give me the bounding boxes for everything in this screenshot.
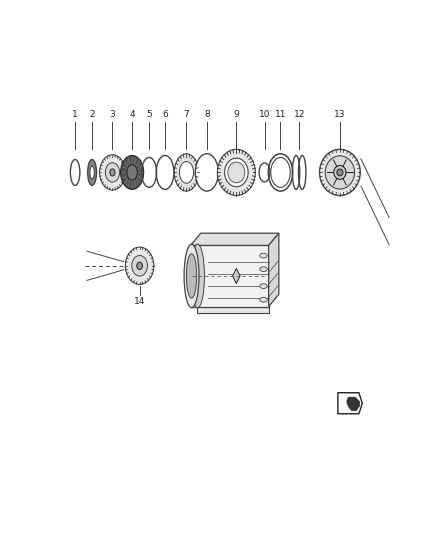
- Ellipse shape: [90, 166, 94, 179]
- Text: 7: 7: [184, 110, 189, 119]
- Ellipse shape: [180, 161, 194, 183]
- Ellipse shape: [132, 255, 148, 276]
- Ellipse shape: [184, 244, 199, 308]
- Text: 10: 10: [259, 110, 270, 119]
- Text: 11: 11: [275, 110, 286, 119]
- Polygon shape: [338, 393, 362, 414]
- Ellipse shape: [225, 158, 248, 187]
- Ellipse shape: [260, 284, 267, 288]
- Text: 13: 13: [334, 110, 346, 119]
- Ellipse shape: [334, 166, 346, 179]
- Text: 1: 1: [72, 110, 78, 119]
- Ellipse shape: [260, 267, 267, 271]
- Text: 9: 9: [233, 110, 239, 119]
- Ellipse shape: [319, 149, 360, 196]
- Text: 4: 4: [129, 110, 135, 119]
- Ellipse shape: [120, 156, 144, 189]
- Ellipse shape: [191, 244, 205, 308]
- Ellipse shape: [187, 254, 197, 298]
- Ellipse shape: [99, 155, 125, 190]
- Ellipse shape: [228, 162, 245, 183]
- Ellipse shape: [325, 156, 354, 189]
- Ellipse shape: [106, 163, 120, 182]
- Polygon shape: [346, 397, 360, 411]
- Ellipse shape: [110, 169, 115, 176]
- Text: 14: 14: [134, 297, 145, 306]
- Text: 5: 5: [146, 110, 152, 119]
- Ellipse shape: [337, 169, 343, 176]
- Text: 6: 6: [162, 110, 168, 119]
- Text: 8: 8: [204, 110, 210, 119]
- Polygon shape: [197, 306, 268, 313]
- Polygon shape: [233, 269, 240, 284]
- Polygon shape: [191, 233, 279, 245]
- Text: 2: 2: [89, 110, 95, 119]
- Ellipse shape: [260, 253, 267, 258]
- Ellipse shape: [137, 262, 142, 270]
- Ellipse shape: [217, 149, 255, 196]
- Ellipse shape: [174, 154, 199, 191]
- Ellipse shape: [125, 247, 154, 285]
- Polygon shape: [191, 245, 268, 306]
- Text: 3: 3: [110, 110, 115, 119]
- Ellipse shape: [88, 159, 96, 185]
- Text: 12: 12: [293, 110, 305, 119]
- Polygon shape: [268, 233, 279, 306]
- Ellipse shape: [260, 297, 267, 302]
- Ellipse shape: [127, 165, 138, 180]
- Ellipse shape: [195, 154, 219, 191]
